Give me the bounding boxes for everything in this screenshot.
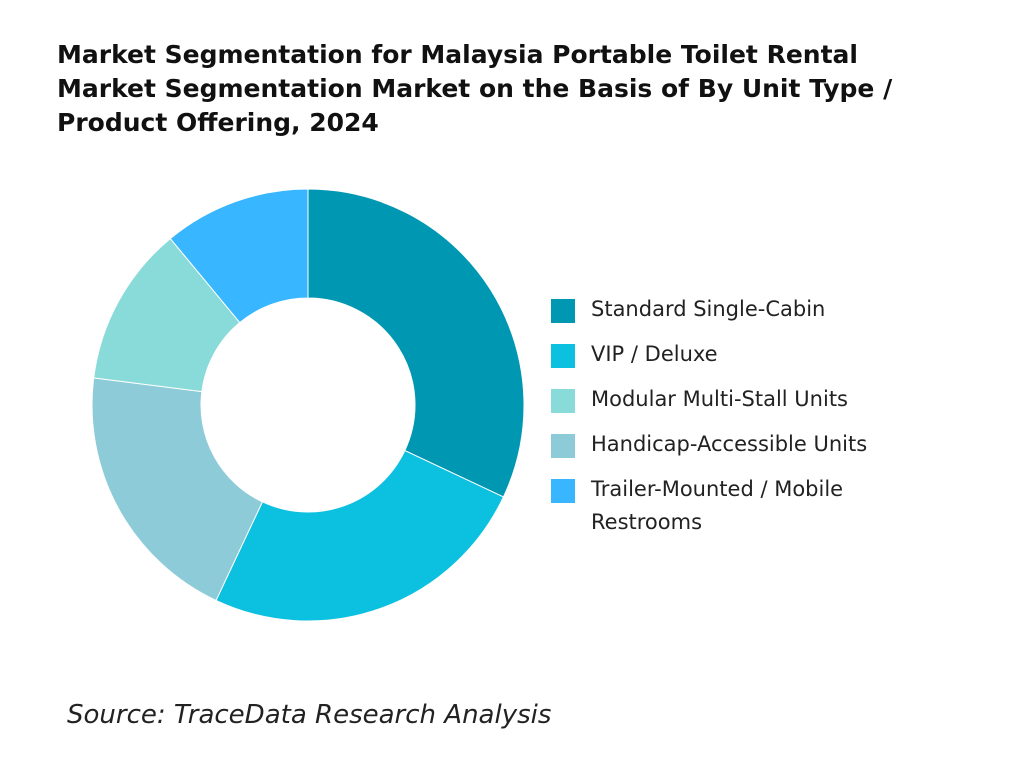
source-note: Source: TraceData Research Analysis xyxy=(67,700,552,730)
legend-label: Trailer-Mounted / Mobile Restrooms xyxy=(591,477,844,534)
donut-slice-trailer-mounted-mobile-restrooms xyxy=(169,188,309,324)
legend-swatch xyxy=(551,479,575,503)
chart-title: Market Segmentation for Malaysia Portabl… xyxy=(57,40,893,137)
donut-slice-vip-deluxe xyxy=(215,449,505,622)
legend-label: Standard Single-Cabin xyxy=(591,297,826,321)
legend-swatch xyxy=(551,434,575,458)
legend-swatch xyxy=(551,344,575,368)
legend-label: Modular Multi-Stall Units xyxy=(591,387,848,411)
legend-label: VIP / Deluxe xyxy=(591,342,718,366)
legend-item: Handicap-Accessible Units xyxy=(551,432,931,461)
legend-item: Trailer-Mounted / Mobile Restrooms xyxy=(551,477,931,539)
legend-label: Handicap-Accessible Units xyxy=(591,432,868,456)
legend: Standard Single-Cabin VIP / Deluxe Modular… xyxy=(551,297,931,556)
donut-slice-handicap-accessible-units xyxy=(91,377,264,602)
donut-slice-standard-single-cabin xyxy=(307,188,525,498)
legend-swatch xyxy=(551,389,575,413)
legend-swatch xyxy=(551,299,575,323)
legend-item: VIP / Deluxe xyxy=(551,342,931,371)
legend-item: Standard Single-Cabin xyxy=(551,297,931,326)
legend-item: Modular Multi-Stall Units xyxy=(551,387,931,416)
